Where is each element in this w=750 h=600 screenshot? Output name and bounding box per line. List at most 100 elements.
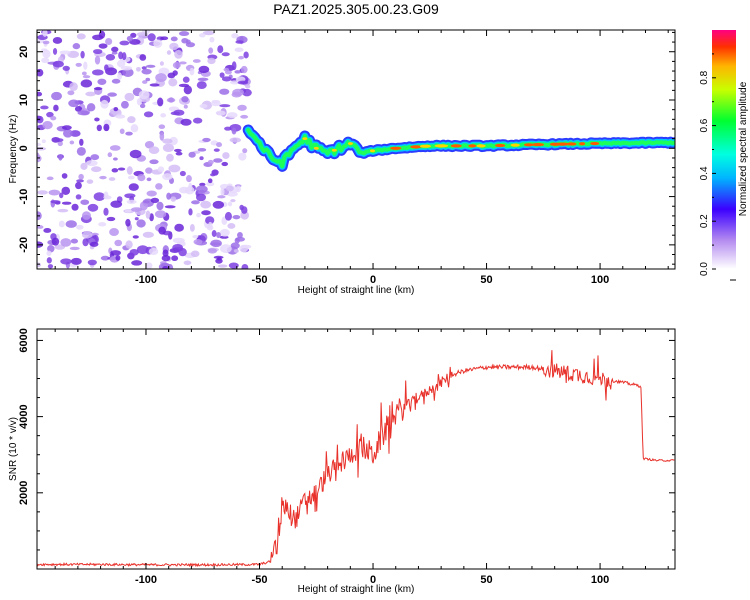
spectrogram-noise-blob xyxy=(46,176,54,181)
spectrogram-noise-blob xyxy=(125,218,131,227)
spectrogram-noise-blob xyxy=(196,81,207,90)
spectrogram-noise-blob xyxy=(60,258,72,265)
spectrogram-ridge-peak xyxy=(302,137,308,141)
spectrogram-noise-blob xyxy=(92,69,104,76)
spectrogram-noise-blob xyxy=(158,226,166,235)
spectrogram-noise-blob xyxy=(166,192,172,200)
spectrogram-noise-blob xyxy=(182,76,190,83)
spectrogram-noise-blob xyxy=(85,160,98,167)
colorbar-ticks: 0.0 0.2 0.4 0.6 0.8 xyxy=(699,53,736,281)
colorbar-tick-label: 0.0 xyxy=(699,262,710,276)
spectrogram-noise-blob xyxy=(119,40,130,46)
colorbar-label: Normalized spectral amplitude xyxy=(738,81,749,216)
spectrogram-noise-blob xyxy=(110,200,123,208)
snr-ticks: -100 -50 0 50 100 2000 4000 6000 xyxy=(18,328,675,586)
spectrogram-noise-blob xyxy=(82,75,91,79)
spectrogram-noise-blob xyxy=(154,210,167,218)
colorbar-tick-label: 0.6 xyxy=(699,118,710,132)
snr-x-tick-label: -50 xyxy=(252,574,268,586)
spectrogram-noise-blob xyxy=(96,124,102,132)
spectrogram-noise-blob xyxy=(227,201,233,207)
spectrogram-ridge-peak xyxy=(566,142,577,146)
spectrogram-noise-blob xyxy=(195,185,208,193)
spectrogram-noise-blob xyxy=(170,196,177,202)
spectrogram-noise-blob xyxy=(111,46,119,53)
spectrogram-noise-blob xyxy=(161,254,171,262)
spectrogram-noise-blob xyxy=(245,84,251,89)
spectrogram-noise-blob xyxy=(145,210,151,219)
spectrogram-noise-blob xyxy=(137,173,146,182)
spectrogram-noise-blob xyxy=(242,148,248,154)
spectrogram-noise-blob xyxy=(148,146,160,155)
spectrogram-noise-blob xyxy=(40,105,49,110)
spectrogram-noise-blob xyxy=(57,140,63,147)
spectrogram-noise-blob xyxy=(212,200,225,209)
colorbar-tick-label: 0.8 xyxy=(699,70,710,84)
spectrogram-noise-blob xyxy=(164,205,176,209)
spectrogram-noise-blob xyxy=(76,147,86,156)
spectrogram-noise-blob xyxy=(129,248,139,256)
spectrogram-ridge-peak xyxy=(555,142,570,146)
spectrogram-noise-blob xyxy=(42,121,53,130)
spectrogram-noise-blob xyxy=(239,204,244,211)
spectrogram-noise-blob xyxy=(91,232,99,236)
spectrogram-noise-blob xyxy=(37,262,42,268)
spectrogram-noise-blob xyxy=(221,52,230,57)
spectrogram-noise-blob xyxy=(190,250,200,258)
spectrogram-noise-blob xyxy=(63,129,73,138)
spectrogram-noise-blob xyxy=(81,231,93,239)
spectrogram-noise-blob xyxy=(146,177,152,182)
spectrogram-noise-blob xyxy=(94,55,101,65)
spectrogram-noise-blob xyxy=(197,147,207,152)
spectrogram-noise-blob xyxy=(130,124,139,133)
spectrogram-noise-blob xyxy=(159,132,165,141)
spectrogram-noise-blob xyxy=(174,148,182,153)
spectrogram-noise-blob xyxy=(166,97,176,103)
spectrogram-noise-blob xyxy=(216,256,222,261)
spectrogram-noise-blob xyxy=(234,47,244,52)
spectrogram-noise-blob xyxy=(124,92,135,102)
spectrogram-noise-blob xyxy=(42,49,51,59)
spectrogram-noise-blob xyxy=(131,260,143,266)
spectrogram-noise-blob xyxy=(107,152,113,158)
spectrogram-noise-blob xyxy=(162,249,169,257)
spectrogram-y-tick-label: 20 xyxy=(18,46,30,58)
spectrogram-noise-blob xyxy=(71,203,79,211)
spectrogram-noise-blob xyxy=(171,255,179,262)
spectrogram-noise-blob xyxy=(130,207,143,212)
spectrogram-noise-blob xyxy=(183,104,188,109)
spectrogram-noise-blob xyxy=(48,189,61,196)
spectrogram-noise-blob xyxy=(148,247,159,256)
spectrogram-noise-blob xyxy=(82,211,91,220)
spectrogram-noise-blob xyxy=(238,152,247,161)
spectrogram-noise-blob xyxy=(124,208,132,213)
spectrogram-noise-blob xyxy=(208,47,214,54)
spectrogram-noise-blob xyxy=(219,244,232,254)
spectrogram-ridge-peak xyxy=(494,143,506,148)
spectrogram-noise-blob xyxy=(125,240,133,249)
spectrogram-ridge-peak xyxy=(590,141,600,146)
spectrogram-x-tick-label: -100 xyxy=(135,274,157,286)
spectrogram-noise-blob xyxy=(144,141,155,149)
snr-y-tick-label: 2000 xyxy=(18,481,30,505)
spectrogram-noise-blob xyxy=(46,111,54,118)
snr-series-line xyxy=(37,350,675,568)
spectrogram-noise-blob xyxy=(232,214,241,220)
spectrogram-noise-blob xyxy=(61,186,71,196)
spectrogram-noise-blob xyxy=(169,42,179,51)
spectrogram-noise-blob xyxy=(98,30,106,39)
spectrogram-y-axis-label: Frequency (Hz) xyxy=(8,115,19,184)
snr-frame xyxy=(36,328,676,570)
snr-x-tick-label: 50 xyxy=(480,574,492,586)
spectrogram-noise-blob xyxy=(170,36,178,42)
spectrogram-noise-blob xyxy=(117,72,123,80)
spectrogram-noise-blob xyxy=(146,190,157,197)
spectrogram-noise-blob xyxy=(219,88,230,95)
spectrogram-ridge-peak xyxy=(468,144,477,148)
spectrogram-noise-blob xyxy=(220,187,225,196)
spectrogram-noise-blob xyxy=(126,166,133,175)
spectrogram-noise-blob xyxy=(115,114,126,119)
spectrogram-noise-blob xyxy=(142,231,154,238)
spectrogram-noise-blob xyxy=(67,90,75,96)
